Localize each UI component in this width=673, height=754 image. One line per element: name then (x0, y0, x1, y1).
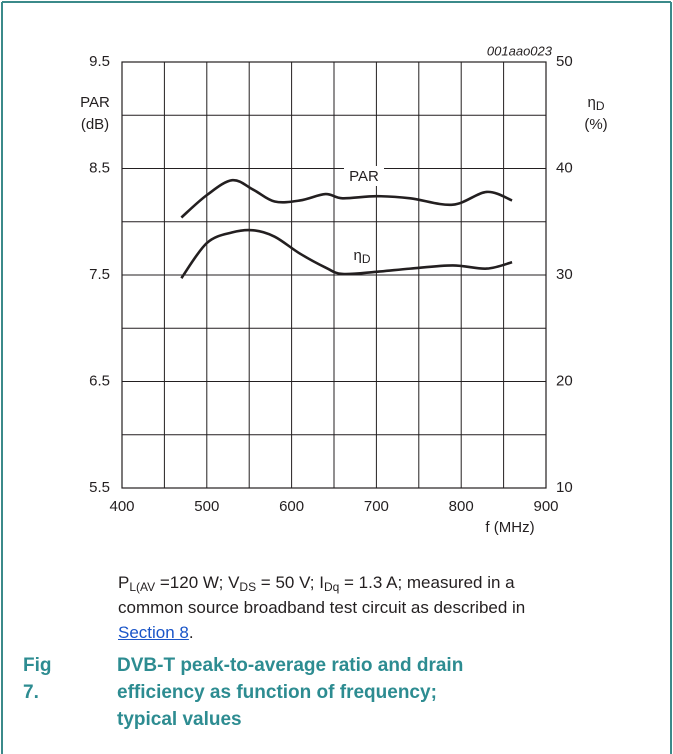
y-label: (dB) (81, 116, 109, 133)
y-tick-label: 7.5 (89, 266, 110, 283)
x-tick-label: 700 (364, 498, 389, 515)
note-text: . (188, 623, 194, 642)
series-label-sub: D (362, 252, 371, 266)
figure-title-line: efficiency as function of frequency; (117, 682, 437, 703)
y2-tick-label: 40 (556, 159, 573, 176)
note-line: common source broadband test circuit as … (118, 595, 525, 620)
figure-title-line: typical values (117, 709, 242, 730)
y2-tick-label: 50 (556, 53, 573, 70)
line-series (180, 228, 513, 279)
x-tick-label: 600 (279, 498, 304, 515)
x-tick-label: 500 (194, 498, 219, 515)
y-tick-label: 6.5 (89, 372, 110, 389)
figure-number: Fig 7. (23, 655, 52, 703)
series-label: ηD (353, 247, 370, 266)
note-text: = 1.3 A; measured in a (339, 573, 515, 592)
figure-code: 001aao023 (487, 43, 553, 58)
y2-tick-label: 30 (556, 266, 573, 283)
y-tick-label: 8.5 (89, 159, 110, 176)
y-tick-label: 9.5 (89, 53, 110, 70)
series-label: PAR (349, 168, 379, 185)
note-text: common source broadband test circuit as … (118, 598, 526, 617)
x-tick-label: 900 (533, 498, 558, 515)
label-bg (344, 166, 384, 186)
x-tick-label: 800 (449, 498, 474, 515)
figure-title-line: DVB-T peak-to-average ratio and drain (117, 655, 464, 676)
note-line: Section 8. (118, 620, 525, 645)
note-line: PL(AV =120 W; VDS = 50 V; IDq = 1.3 A; m… (118, 570, 525, 595)
y2-label: (%) (584, 116, 607, 133)
note-text: = 50 V; I (256, 573, 324, 592)
note-text: P (118, 573, 130, 592)
note: PL(AV =120 W; VDS = 50 V; IDq = 1.3 A; m… (118, 570, 525, 645)
figure-title: DVB-T peak-to-average ratio and drain eff… (117, 652, 463, 733)
y2-label-symbol: η (587, 94, 595, 111)
note-text: =120 W; V (155, 573, 240, 592)
plot-border (121, 61, 547, 489)
line-series (180, 178, 513, 219)
x-label: f (MHz) (485, 519, 534, 536)
x-tick-label: 400 (109, 498, 134, 515)
series-label-symbol: η (353, 247, 361, 264)
y-label: PAR (80, 94, 110, 111)
subscript: L(AV (129, 580, 156, 594)
y2-tick-label: 10 (556, 479, 573, 496)
section-link[interactable]: Section 8 (118, 623, 189, 642)
y2-label-sub: D (596, 99, 605, 113)
subscript: Dq (323, 580, 340, 594)
y2-label: ηD (587, 94, 604, 113)
y2-tick-label: 20 (556, 372, 573, 389)
y-tick-label: 5.5 (89, 479, 110, 496)
subscript: DS (239, 580, 257, 594)
